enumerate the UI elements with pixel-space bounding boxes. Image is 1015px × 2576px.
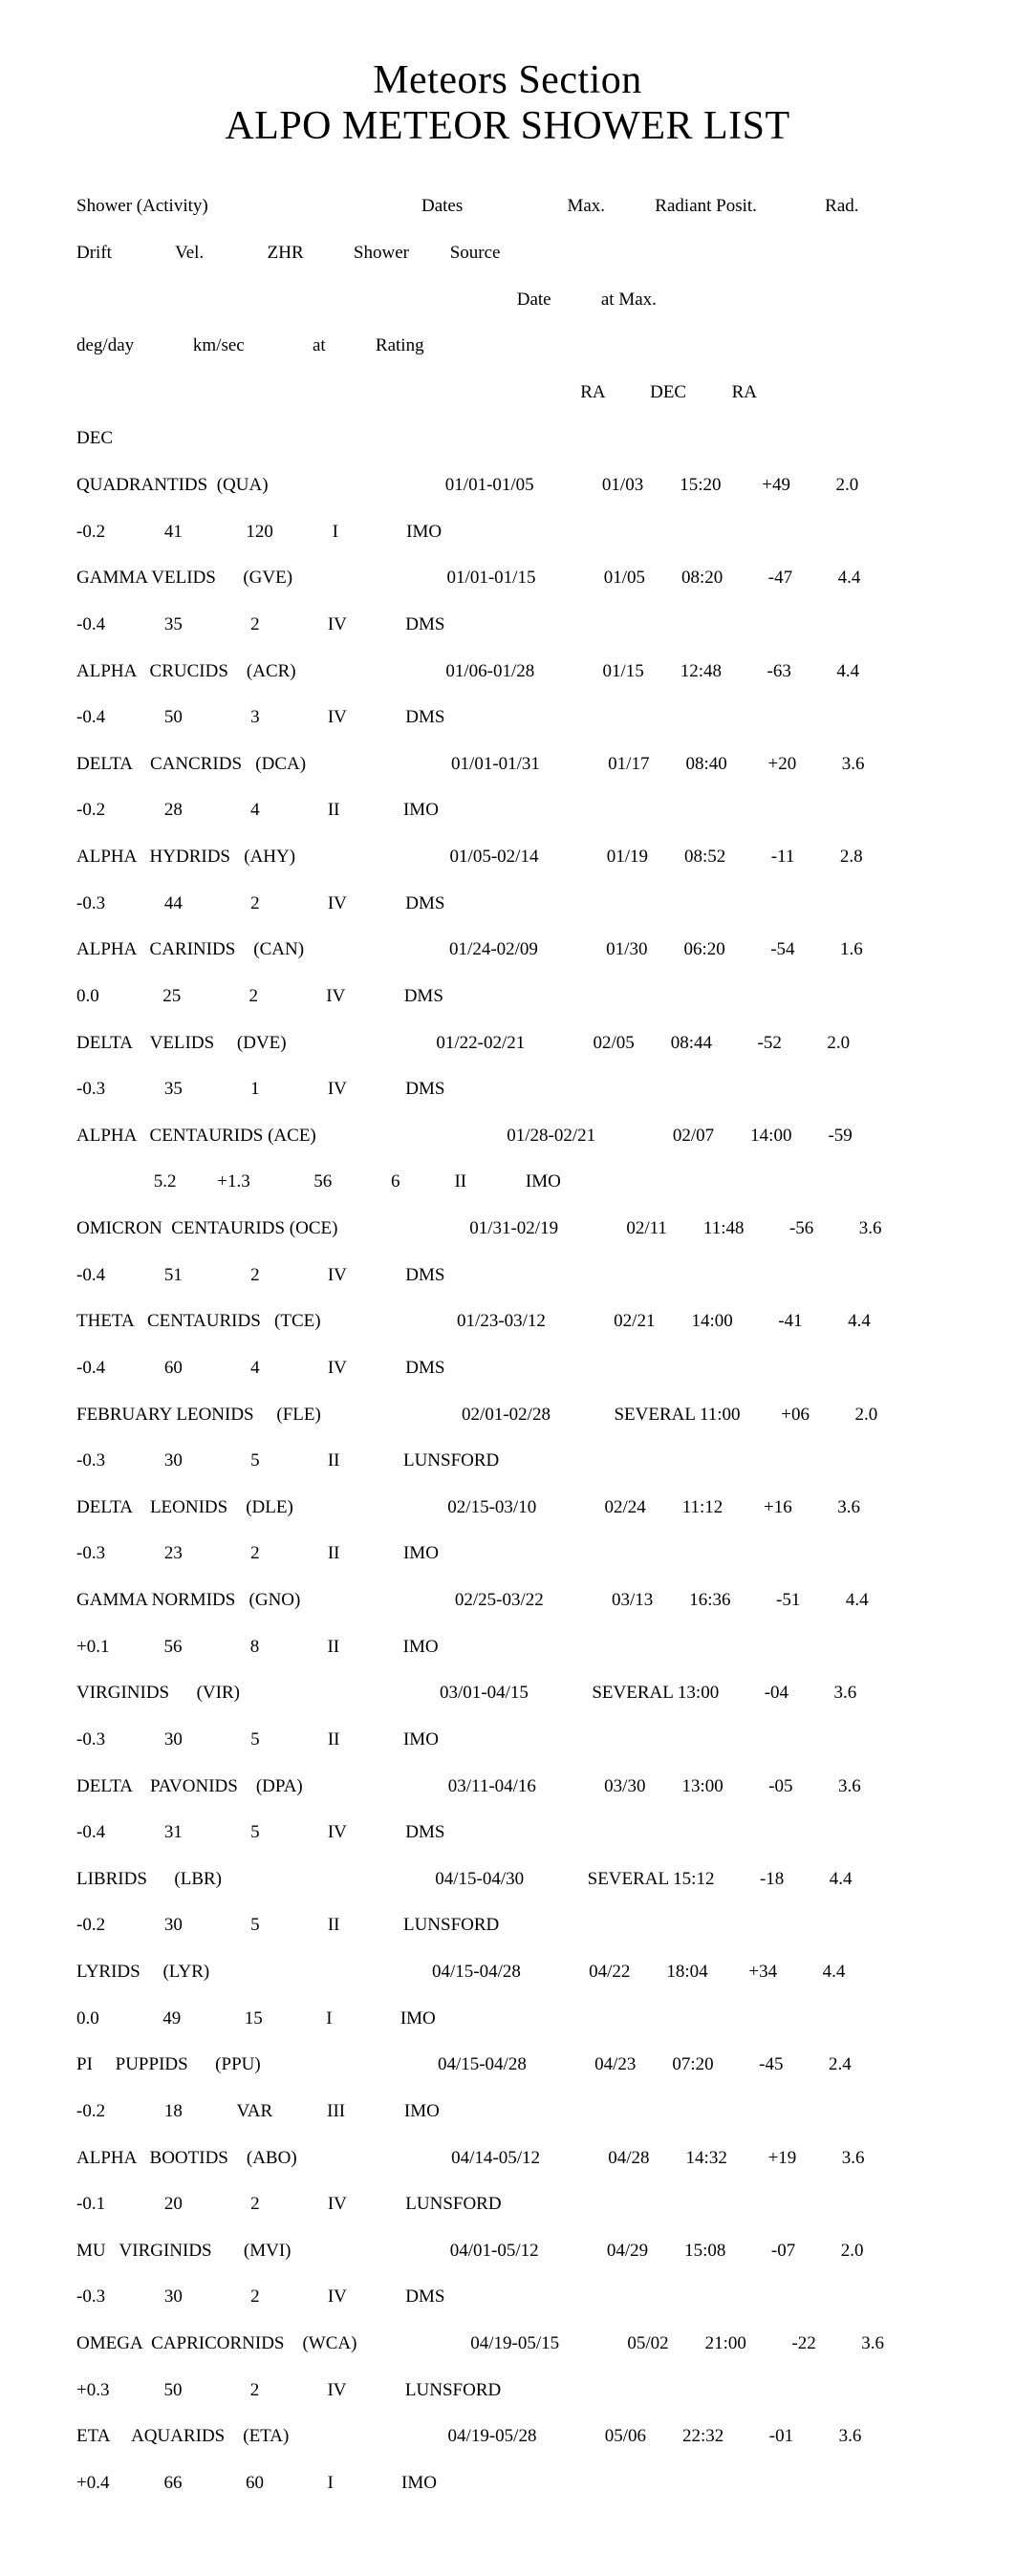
table-row: ALPHA CRUCIDS (ACR) 01/06-01/28 01/15 12… bbox=[76, 660, 939, 683]
table-row: -0.4 60 4 IV DMS bbox=[76, 1357, 939, 1380]
table-row: DELTA LEONIDS (DLE) 02/15-03/10 02/24 11… bbox=[76, 1496, 939, 1519]
table-row: FEBRUARY LEONIDS (FLE) 02/01-02/28 SEVER… bbox=[76, 1404, 939, 1427]
table-row: -0.4 35 2 IV DMS bbox=[76, 613, 939, 636]
header-line-1: Shower (Activity) Dates Max. Radiant Pos… bbox=[76, 195, 939, 218]
table-row: DELTA CANCRIDS (DCA) 01/01-01/31 01/17 0… bbox=[76, 753, 939, 776]
table-row: -0.3 30 5 II LUNSFORD bbox=[76, 1449, 939, 1472]
header-line-4: deg/day km/sec at Rating bbox=[76, 334, 939, 357]
header-line-2: Drift Vel. ZHR Shower Source bbox=[76, 242, 939, 265]
table-row: DELTA PAVONIDS (DPA) 03/11-04/16 03/30 1… bbox=[76, 1775, 939, 1798]
table-row: ETA AQUARIDS (ETA) 04/19-05/28 05/06 22:… bbox=[76, 2425, 939, 2448]
table-row: -0.4 51 2 IV DMS bbox=[76, 1264, 939, 1287]
table-row: LYRIDS (LYR) 04/15-04/28 04/22 18:04 +34… bbox=[76, 1961, 939, 1984]
table-row: -0.4 31 5 IV DMS bbox=[76, 1821, 939, 1844]
table-row: ALPHA CENTAURIDS (ACE) 01/28-02/21 02/07… bbox=[76, 1125, 939, 1148]
table-row: ALPHA HYDRIDS (AHY) 01/05-02/14 01/19 08… bbox=[76, 846, 939, 869]
table-row: GAMMA NORMIDS (GNO) 02/25-03/22 03/13 16… bbox=[76, 1589, 939, 1612]
title-line-1: Meteors Section bbox=[76, 57, 939, 103]
title-line-2: ALPO METEOR SHOWER LIST bbox=[76, 103, 939, 149]
table-row: -0.1 20 2 IV LUNSFORD bbox=[76, 2193, 939, 2216]
table-row: -0.3 23 2 II IMO bbox=[76, 1542, 939, 1565]
table-row: -0.2 18 VAR III IMO bbox=[76, 2100, 939, 2123]
table-row: VIRGINIDS (VIR) 03/01-04/15 SEVERAL 13:0… bbox=[76, 1682, 939, 1705]
table-row: +0.3 50 2 IV LUNSFORD bbox=[76, 2379, 939, 2402]
table-row: +0.1 56 8 II IMO bbox=[76, 1636, 939, 1659]
table-row: -0.3 35 1 IV DMS bbox=[76, 1078, 939, 1101]
table-row: OMICRON CENTAURIDS (OCE) 01/31-02/19 02/… bbox=[76, 1217, 939, 1240]
table-row: -0.2 30 5 II LUNSFORD bbox=[76, 1914, 939, 1937]
table-row: +0.4 66 60 I IMO bbox=[76, 2472, 939, 2495]
table-row: DELTA VELIDS (DVE) 01/22-02/21 02/05 08:… bbox=[76, 1032, 939, 1055]
table-row: -0.2 28 4 II IMO bbox=[76, 799, 939, 822]
title-block: Meteors Section ALPO METEOR SHOWER LIST bbox=[76, 57, 939, 149]
table-row: ALPHA CARINIDS (CAN) 01/24-02/09 01/30 0… bbox=[76, 938, 939, 961]
table-row: -0.3 30 5 II IMO bbox=[76, 1728, 939, 1751]
table-row: LIBRIDS (LBR) 04/15-04/30 SEVERAL 15:12 … bbox=[76, 1868, 939, 1891]
table-row: -0.3 44 2 IV DMS bbox=[76, 892, 939, 915]
document-page: Meteors Section ALPO METEOR SHOWER LIST … bbox=[0, 0, 1015, 2576]
table-row: ALPHA BOOTIDS (ABO) 04/14-05/12 04/28 14… bbox=[76, 2147, 939, 2170]
table-row: -0.3 30 2 IV DMS bbox=[76, 2286, 939, 2308]
table-row: -0.4 50 3 IV DMS bbox=[76, 706, 939, 729]
table-row: -0.2 41 120 I IMO bbox=[76, 521, 939, 544]
table-row: 5.2 +1.3 56 6 II IMO bbox=[76, 1170, 939, 1193]
header-line-6: DEC bbox=[76, 427, 939, 450]
table-row: 0.0 25 2 IV DMS bbox=[76, 985, 939, 1008]
header-line-5: RA DEC RA bbox=[76, 381, 939, 404]
table-row: PI PUPPIDS (PPU) 04/15-04/28 04/23 07:20… bbox=[76, 2053, 939, 2076]
table-body: Shower (Activity) Dates Max. Radiant Pos… bbox=[76, 172, 939, 2519]
table-row: GAMMA VELIDS (GVE) 01/01-01/15 01/05 08:… bbox=[76, 567, 939, 590]
table-row: THETA CENTAURIDS (TCE) 01/23-03/12 02/21… bbox=[76, 1310, 939, 1333]
table-row: OMEGA CAPRICORNIDS (WCA) 04/19-05/15 05/… bbox=[76, 2332, 939, 2355]
table-row: QUADRANTIDS (QUA) 01/01-01/05 01/03 15:2… bbox=[76, 474, 939, 497]
table-row: MU VIRGINIDS (MVI) 04/01-05/12 04/29 15:… bbox=[76, 2240, 939, 2263]
header-line-3: Date at Max. bbox=[76, 289, 939, 311]
table-row: 0.0 49 15 I IMO bbox=[76, 2007, 939, 2030]
